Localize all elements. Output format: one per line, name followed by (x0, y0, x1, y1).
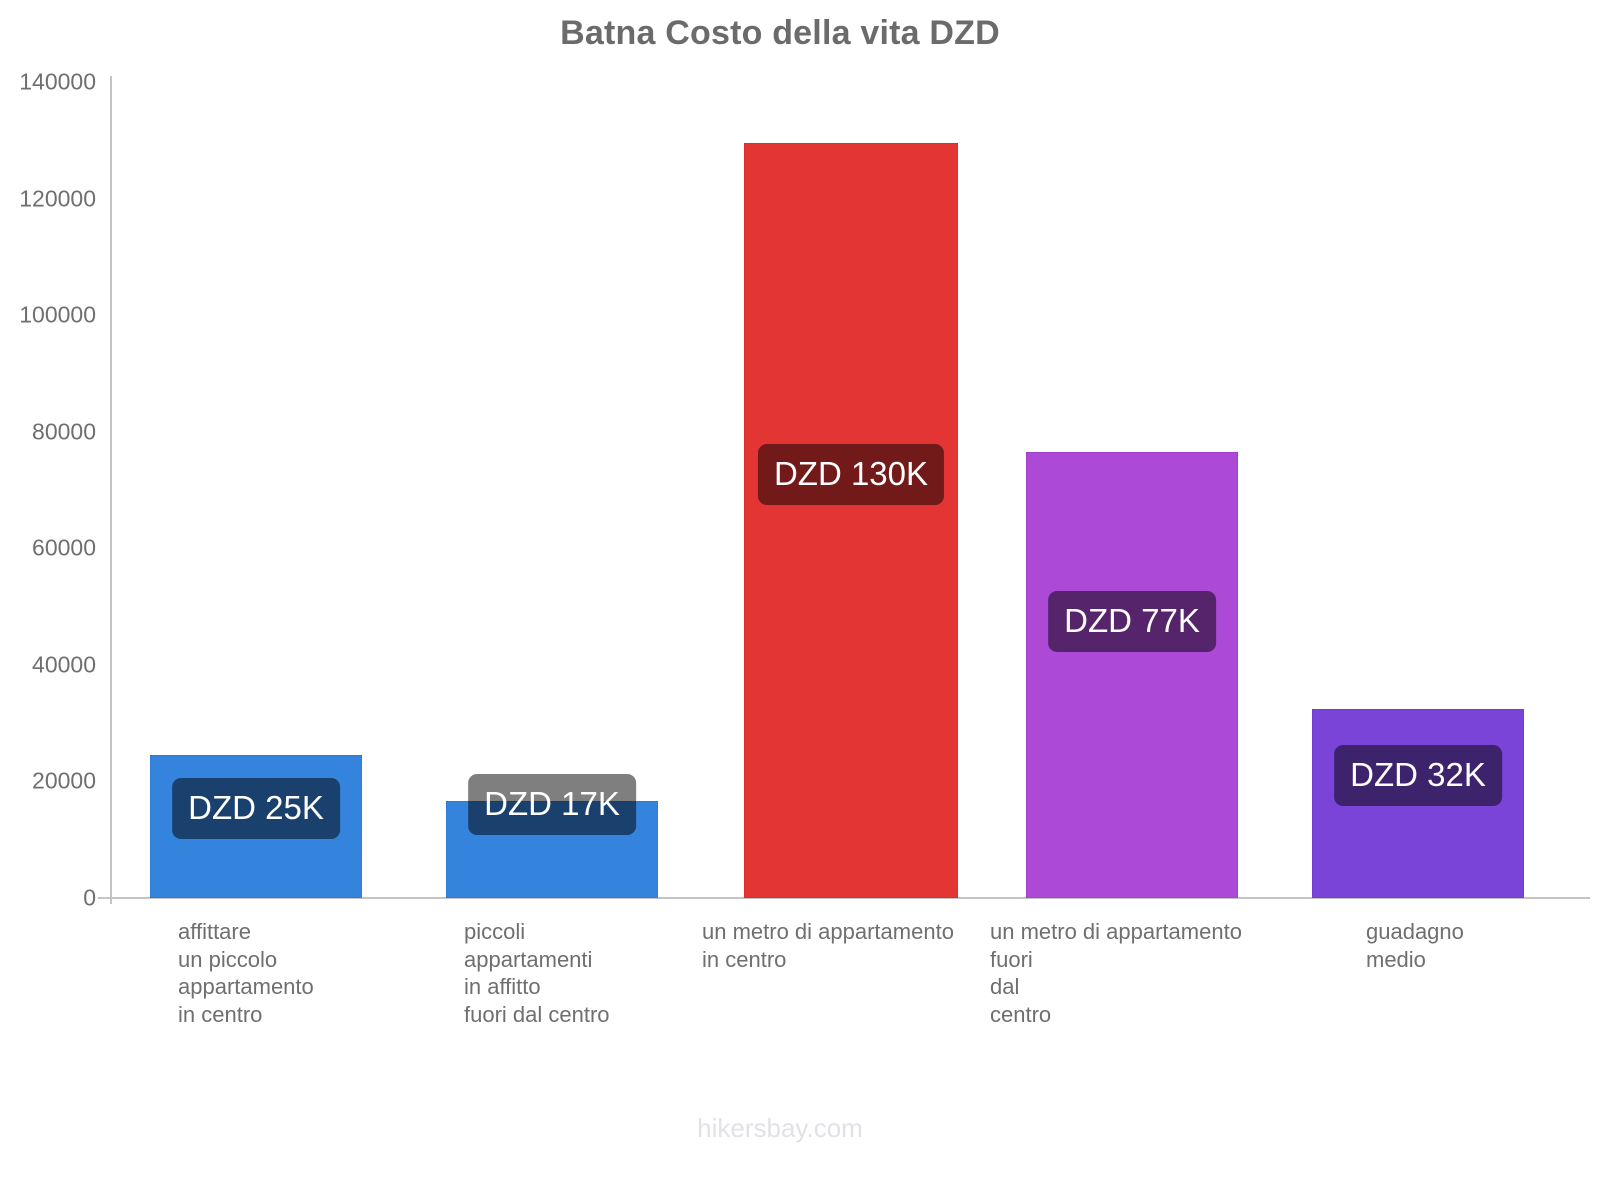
watermark: hikersbay.com (697, 1113, 863, 1143)
bar[interactable]: DZD 77K (1026, 451, 1238, 898)
y-axis-tick-labels: 0 20000 40000 60000 80000 100000 120000 140000 (0, 0, 96, 1200)
x-axis-category-label: piccoli appartamenti in affitto fuori da… (464, 919, 610, 1027)
y-axis-tick-label: 60000 (32, 534, 96, 561)
plot-area: DZD 25K DZD 17K DZD 130K DZD 77K DZD 32K (110, 82, 1590, 898)
bar-value-label: DZD 17K (468, 773, 636, 835)
y-axis-tick-label: 140000 (19, 68, 96, 95)
y-axis-tick-label: 40000 (32, 651, 96, 678)
y-axis-tick-label: 100000 (19, 301, 96, 328)
y-axis-tick-label: 120000 (19, 185, 96, 212)
bar-value-label: DZD 130K (757, 444, 945, 506)
y-axis-tick-label: 80000 (32, 418, 96, 445)
x-axis-category-label: affittare un piccolo appartamento in cen… (178, 919, 314, 1027)
bar[interactable]: DZD 32K (1312, 709, 1524, 898)
bar[interactable]: DZD 130K (744, 143, 958, 898)
bar-value-label: DZD 32K (1334, 745, 1502, 807)
bar-value-label: DZD 77K (1048, 590, 1216, 652)
x-axis-category-label: guadagno medio (1366, 919, 1464, 972)
bar[interactable]: DZD 17K (446, 773, 658, 898)
page-title: Batna Costo della vita DZD (560, 14, 1000, 52)
x-axis-line (98, 897, 1590, 899)
y-axis-tick-label: 20000 (32, 767, 96, 794)
x-axis-category-label: un metro di appartamento fuori dal centr… (990, 919, 1242, 1027)
x-axis-category-label: un metro di appartamento in centro (702, 919, 954, 972)
y-axis-tick-label: 0 (83, 884, 96, 911)
y-axis-line (110, 76, 112, 904)
bar-value-label: DZD 25K (172, 777, 340, 839)
bar[interactable]: DZD 25K (150, 754, 362, 898)
